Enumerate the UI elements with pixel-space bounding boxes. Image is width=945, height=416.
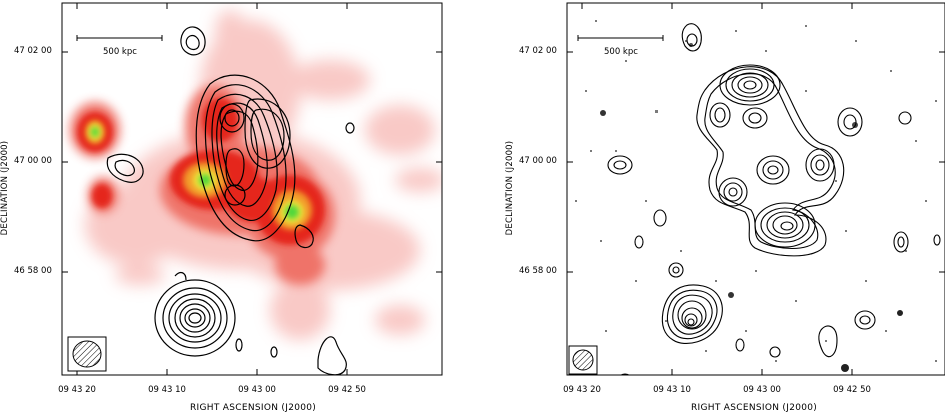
scale-bar (76, 35, 163, 41)
radio-contours (106, 26, 355, 375)
y-tick-label: 47 02 00 (14, 46, 52, 56)
axis-ticks (567, 3, 945, 375)
left-figure (61, 2, 443, 376)
y-axis-label: DECLINATION (J2000) (505, 140, 515, 236)
x-tick-label: 09 43 10 (148, 385, 186, 395)
x-axis-label: RIGHT ASCENSION (J2000) (691, 403, 818, 413)
left-panel: 500 kpc 47 02 00 47 00 00 46 58 00 09 43… (0, 2, 443, 413)
x-tick-label: 09 42 50 (833, 385, 871, 395)
x-tick-label: 09 43 00 (238, 385, 276, 395)
beam-indicator (568, 345, 598, 375)
plot-frame (61, 2, 443, 376)
y-tick-label: 47 00 00 (519, 156, 557, 166)
y-tick-label: 47 00 00 (14, 156, 52, 166)
right-figure (566, 2, 945, 376)
x-axis-label: RIGHT ASCENSION (J2000) (190, 403, 317, 413)
y-tick-label: 47 02 00 (519, 46, 557, 56)
x-tick-label: 09 43 00 (743, 385, 781, 395)
y-tick-label: 46 58 00 (519, 266, 557, 276)
x-tick-label: 09 42 50 (328, 385, 366, 395)
scale-bar (577, 35, 664, 41)
y-tick-label: 46 58 00 (14, 266, 52, 276)
plot-frame (566, 2, 945, 376)
xray-emission (70, 10, 442, 340)
x-tick-label: 09 43 20 (58, 385, 96, 395)
right-panel: 500 kpc 47 02 00 47 00 00 46 58 00 09 43… (505, 0, 945, 416)
y-axis-label: DECLINATION (J2000) (0, 140, 10, 236)
x-tick-label: 09 43 10 (653, 385, 691, 395)
radio-contours (607, 23, 941, 375)
beam-indicator (67, 336, 107, 372)
axis-ticks (62, 3, 442, 375)
scale-bar-label: 500 kpc (103, 47, 137, 57)
x-tick-label: 09 43 20 (563, 385, 601, 395)
scale-bar-label: 500 kpc (604, 47, 638, 57)
